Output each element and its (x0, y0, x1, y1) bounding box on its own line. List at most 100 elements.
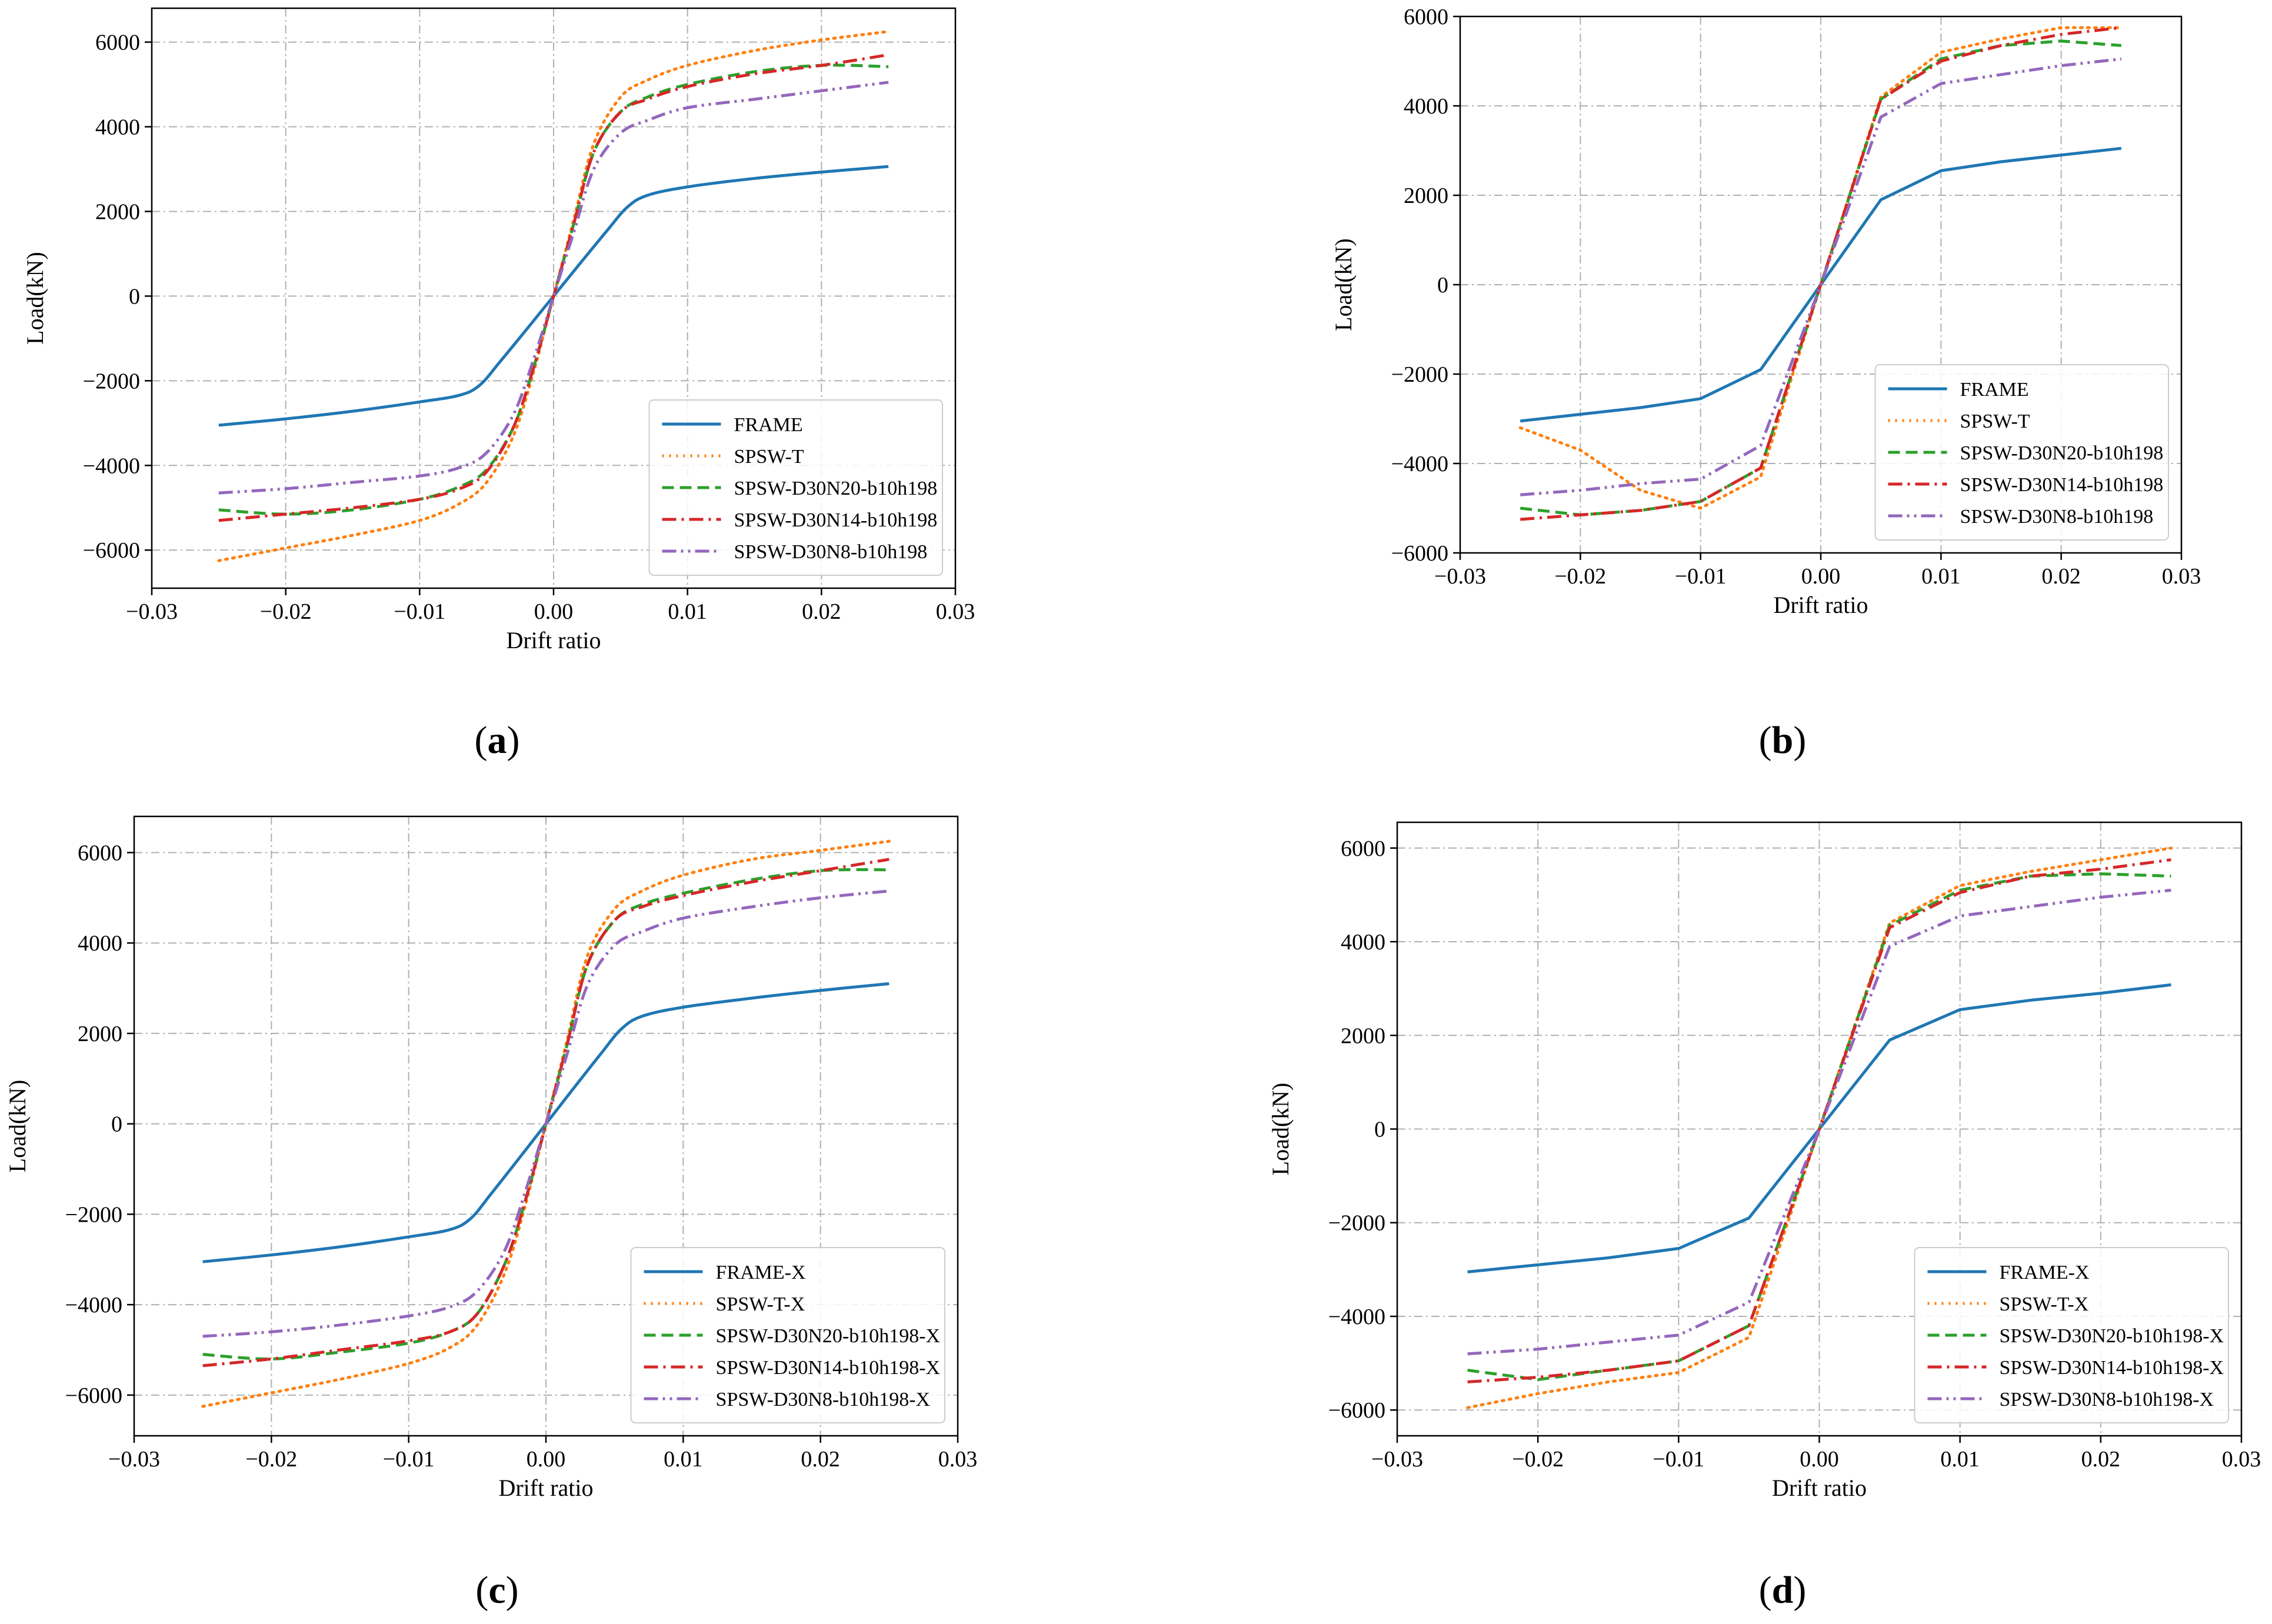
y-tick-label: 4000 (1404, 94, 1448, 119)
legend-entry-label: FRAME (1960, 379, 2029, 401)
y-tick-label: −4000 (65, 1293, 122, 1318)
y-tick-label: −6000 (65, 1383, 122, 1408)
legend-entry-label: SPSW-T (734, 446, 804, 468)
legend: FRAME-X SPSW-T-X SPSW-D30N20-b10h198-X SPSW… (630, 1247, 945, 1423)
y-tick-label: −6000 (1328, 1398, 1385, 1423)
legend-entry-label: SPSW-D30N20-b10h198 (1960, 442, 2164, 464)
legend-box (630, 1247, 945, 1423)
legend-entry-label: SPSW-D30N8-b10h198-X (2000, 1389, 2214, 1410)
x-tick-label: −0.02 (1512, 1447, 1564, 1472)
legend-entry-label: SPSW-D30N14-b10h198 (1960, 474, 2164, 496)
legend-entry-label: SPSW-D30N8-b10h198 (734, 541, 928, 563)
series-line-4 (202, 858, 890, 1368)
legend-entry-label: SPSW-D30N14-b10h198 (734, 509, 938, 531)
y-axis-label: Load(kN) (4, 1080, 31, 1173)
x-axis-label: Drift ratio (498, 1475, 593, 1501)
y-tick-label: 6000 (95, 31, 140, 55)
x-tick-label: −0.03 (1371, 1447, 1423, 1472)
legend-entry-label: FRAME-X (2000, 1262, 2090, 1283)
legend: FRAME SPSW-T SPSW-D30N20-b10h198 SPSW-D30N1… (648, 399, 943, 576)
x-tick-label: 0.01 (668, 599, 707, 624)
legend: FRAME-X SPSW-T-X SPSW-D30N20-b10h198-X SPSW… (1914, 1247, 2229, 1423)
y-tick-label: −2000 (1391, 362, 1448, 387)
y-tick-label: 0 (1437, 273, 1448, 298)
panel-caption-letter: a (488, 719, 507, 762)
y-tick-label: 2000 (78, 1022, 122, 1046)
legend-box (648, 399, 943, 576)
x-tick-label: 0.00 (1801, 564, 1841, 589)
legend-entry-label: SPSW-D30N8-b10h198 (1960, 506, 2154, 528)
x-tick-label: 0.02 (2081, 1447, 2121, 1472)
series-group (201, 839, 891, 1408)
y-tick-label: −6000 (83, 538, 140, 563)
legend-entry-label: SPSW-D30N14-b10h198-X (2000, 1357, 2224, 1379)
x-axis-label: Drift ratio (1772, 1475, 1867, 1501)
legend-entry-label: SPSW-D30N20-b10h198 (734, 478, 938, 499)
legend-entry-label: SPSW-D30N14-b10h198-X (716, 1357, 941, 1379)
chart-panel-b: −0.03 −0.02 −0.01 0.00 0.01 0.02 0.03 −6000 −400… (1330, 5, 2201, 762)
y-axis-label: Load(kN) (1267, 1083, 1294, 1176)
y-tick-label: 4000 (95, 115, 140, 140)
y-axis-label: Load(kN) (1330, 238, 1357, 331)
x-tick-label: 0.03 (2222, 1447, 2261, 1472)
series-line-5 (218, 81, 889, 495)
y-axis-label: Load(kN) (22, 252, 48, 345)
x-tick-label: 0.00 (1800, 1447, 1839, 1472)
series-group (1518, 26, 2123, 521)
x-tick-label: −0.01 (1675, 564, 1727, 589)
y-tick-label: 6000 (78, 841, 122, 865)
panel-caption-letter: b (1772, 719, 1794, 762)
x-tick-label: −0.03 (126, 599, 178, 624)
chart-panel-a: −0.03 −0.02 −0.01 0.00 0.01 0.02 0.03 −6000 −400… (22, 7, 975, 762)
legend-entry-label: SPSW-T-X (716, 1293, 805, 1315)
legend-entry-label: SPSW-D30N8-b10h198-X (716, 1389, 931, 1410)
y-tick-label: 0 (129, 284, 140, 309)
x-tick-label: 0.03 (2162, 564, 2201, 589)
y-tick-label: −4000 (1328, 1305, 1385, 1329)
y-tick-label: 0 (1374, 1118, 1385, 1142)
x-tick-label: −0.02 (1554, 564, 1606, 589)
chart-panel-d: −0.03 −0.02 −0.01 0.00 0.01 0.02 0.03 −6000 −400… (1267, 821, 2261, 1612)
y-tick-label: 4000 (78, 931, 122, 956)
series-line-5 (1520, 57, 2122, 496)
y-tick-label: 2000 (1341, 1023, 1385, 1048)
x-axis-label: Drift ratio (506, 627, 601, 653)
series-line-5 (1467, 888, 2171, 1356)
x-tick-label: −0.01 (383, 1447, 435, 1472)
y-tick-label: −2000 (1328, 1211, 1385, 1236)
panel-caption-letter: c (488, 1569, 505, 1612)
legend-entry-label: SPSW-T (1960, 411, 2030, 432)
y-tick-label: 2000 (1404, 184, 1448, 208)
legend-entry-label: SPSW-D30N20-b10h198-X (2000, 1325, 2224, 1347)
legend-entry-label: FRAME-X (716, 1262, 806, 1283)
x-tick-label: 0.03 (936, 599, 975, 624)
y-tick-label: −2000 (65, 1202, 122, 1227)
panel-caption: (a) (475, 719, 520, 762)
x-axis-label: Drift ratio (1773, 592, 1868, 618)
x-tick-label: 0.01 (1921, 564, 1961, 589)
y-tick-label: −2000 (83, 369, 140, 394)
legend-box (1914, 1247, 2229, 1423)
x-tick-label: 0.00 (534, 599, 574, 624)
series-line-2 (1466, 846, 2173, 1409)
legend: FRAME SPSW-T SPSW-D30N20-b10h198 SPSW-D30N1… (1874, 364, 2169, 541)
series-group (1466, 846, 2173, 1409)
x-tick-label: 0.01 (1940, 1447, 1980, 1472)
y-tick-label: 6000 (1404, 5, 1448, 29)
chart-panel-c: −0.03 −0.02 −0.01 0.00 0.01 0.02 0.03 −6000 −400… (4, 815, 977, 1612)
panel-caption: (c) (475, 1569, 518, 1612)
legend-entry-label: SPSW-T-X (2000, 1293, 2089, 1315)
x-tick-label: −0.03 (108, 1447, 160, 1472)
x-tick-label: 0.02 (802, 599, 841, 624)
y-tick-label: −4000 (83, 453, 140, 478)
panel-caption-letter: d (1772, 1569, 1794, 1612)
series-group (217, 30, 890, 562)
x-tick-label: −0.01 (394, 599, 445, 624)
legend-box (1874, 364, 2169, 541)
x-tick-label: −0.03 (1434, 564, 1486, 589)
x-tick-label: −0.02 (245, 1447, 297, 1472)
x-tick-label: 0.02 (2041, 564, 2081, 589)
x-tick-label: −0.02 (260, 599, 312, 624)
series-line-4 (1467, 858, 2171, 1383)
y-tick-label: −4000 (1391, 452, 1448, 476)
